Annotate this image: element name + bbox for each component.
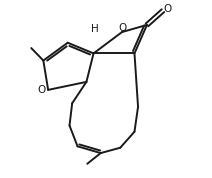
- Text: O: O: [38, 85, 46, 95]
- Text: O: O: [163, 4, 172, 14]
- Text: O: O: [119, 23, 127, 33]
- Text: H: H: [91, 24, 99, 34]
